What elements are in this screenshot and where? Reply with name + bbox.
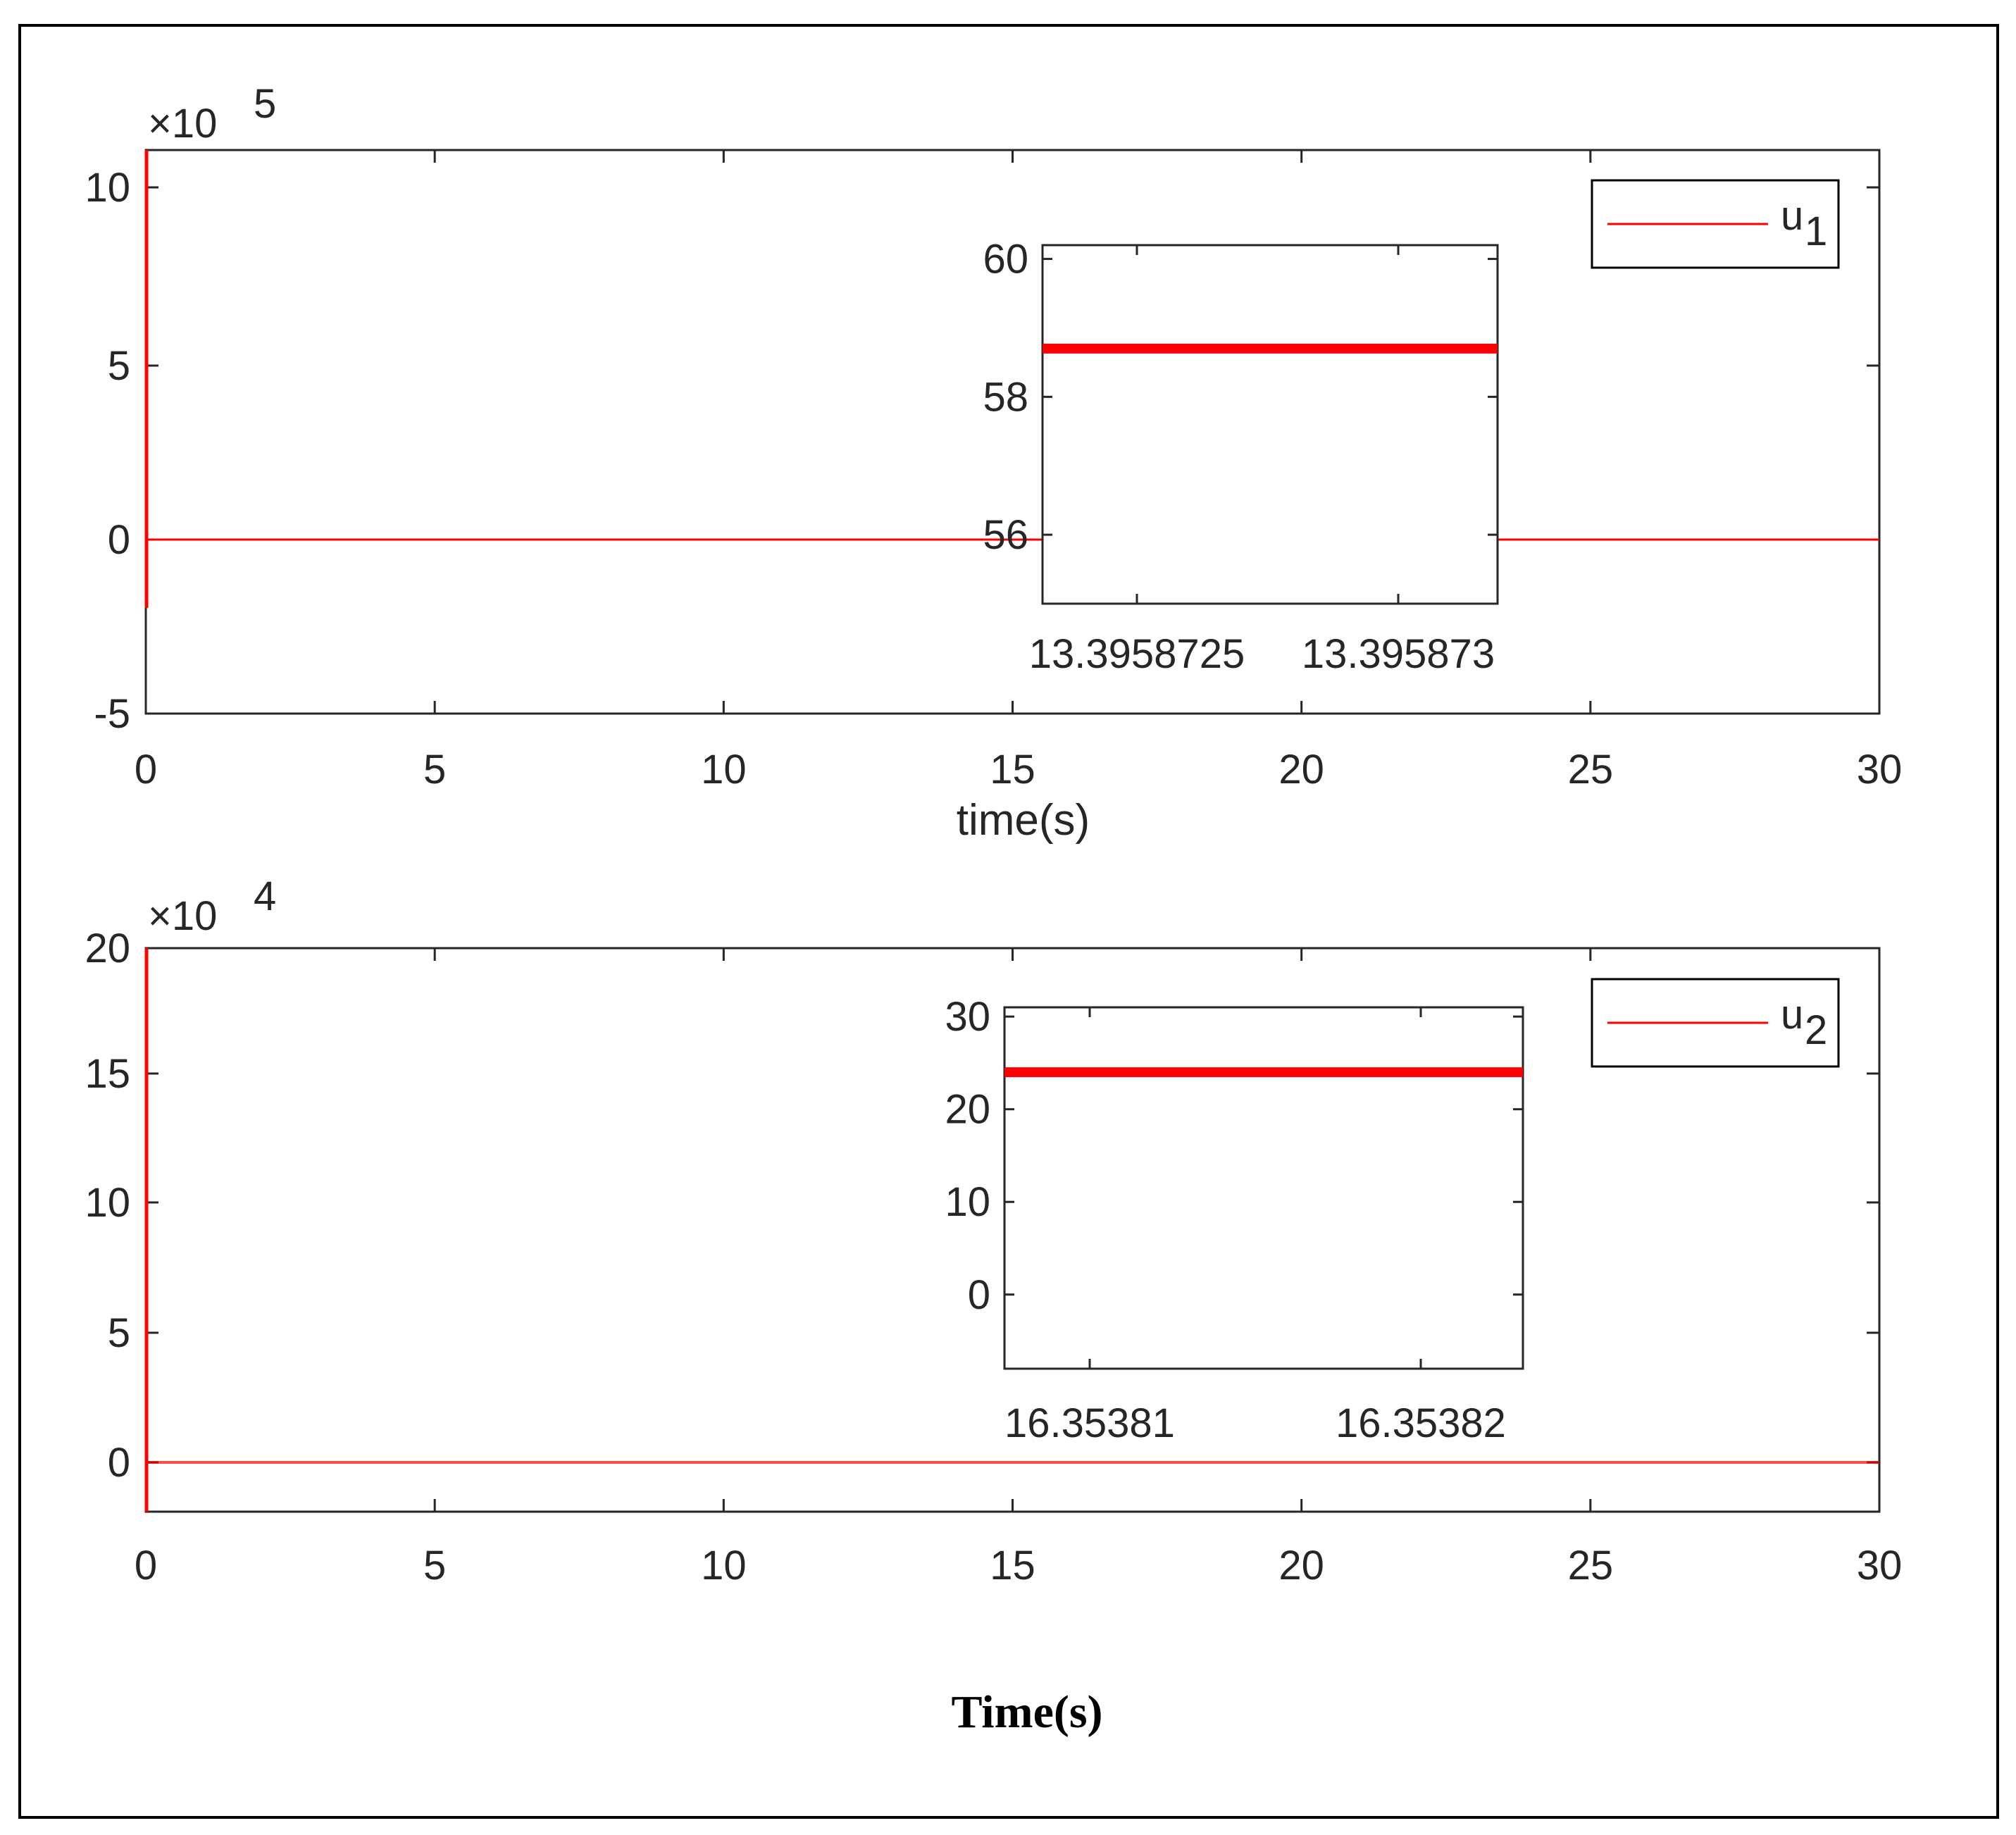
inset-y-tick-label: 60 (983, 237, 1028, 282)
y-tick-label: 15 (85, 1051, 130, 1097)
inset-x-tick-label: 13.395873 (1302, 631, 1495, 677)
exponent-power: 5 (254, 81, 276, 127)
x-tick-label: 5 (423, 1543, 446, 1588)
x-tick-label: 20 (1278, 1543, 1324, 1588)
x-tick-label: 15 (990, 747, 1035, 792)
y-tick-label: 0 (108, 517, 130, 563)
inset-y-tick-label: 20 (945, 1087, 990, 1133)
x-tick-label: 25 (1568, 1543, 1614, 1588)
figure-bottom-label: Time(s) (951, 1686, 1102, 1738)
inset-x-tick-label: 13.3958725 (1029, 631, 1245, 677)
x-tick-label: 0 (135, 747, 157, 792)
legend-entry-label: u (1781, 193, 1803, 239)
figure-frame (18, 24, 1999, 1819)
inset-x-tick-label: 16.35381 (1004, 1400, 1175, 1446)
y-tick-label: 20 (85, 926, 130, 971)
y-tick-label: 10 (85, 1180, 130, 1226)
exponent-label: ×10 (148, 893, 217, 939)
x-axis-label: time(s) (957, 796, 1090, 845)
x-tick-label: 25 (1568, 747, 1614, 792)
inset-y-tick-label: 58 (983, 374, 1028, 420)
y-tick-label: 10 (85, 165, 130, 211)
inset-axes-box (1041, 244, 1499, 605)
inset-x-tick-label: 16.35382 (1336, 1400, 1506, 1446)
legend-entry-label: u (1781, 992, 1803, 1038)
exponent-power: 4 (254, 873, 276, 919)
y-tick-label: 5 (108, 1310, 130, 1356)
x-tick-label: 20 (1278, 747, 1324, 792)
inset-y-tick-label: 10 (945, 1179, 990, 1225)
x-tick-label: 10 (701, 747, 747, 792)
x-tick-label: 15 (990, 1543, 1035, 1588)
panel-2: 0 5 10 15 20 25 30 0 5 10 15 20 ×10 4 u 2 30 20 10 0 16.3538… (85, 873, 1902, 1588)
y-tick-label: 5 (108, 343, 130, 389)
x-tick-label: 0 (135, 1543, 157, 1588)
inset-y-tick-label: 56 (983, 512, 1028, 558)
y-tick-label: 0 (108, 1440, 130, 1486)
inset-y-tick-label: 0 (968, 1272, 990, 1318)
x-tick-label: 30 (1857, 1543, 1903, 1588)
inset-y-tick-label: 30 (945, 994, 990, 1040)
x-tick-label: 30 (1857, 747, 1903, 792)
y-tick-label: -5 (94, 691, 130, 737)
exponent-label: ×10 (148, 101, 217, 147)
legend-entry-subscript: 1 (1805, 209, 1827, 254)
inset-axes-box (1003, 1006, 1524, 1370)
x-tick-label: 5 (423, 747, 446, 792)
legend-entry-subscript: 2 (1805, 1007, 1827, 1053)
x-tick-label: 10 (701, 1543, 747, 1588)
